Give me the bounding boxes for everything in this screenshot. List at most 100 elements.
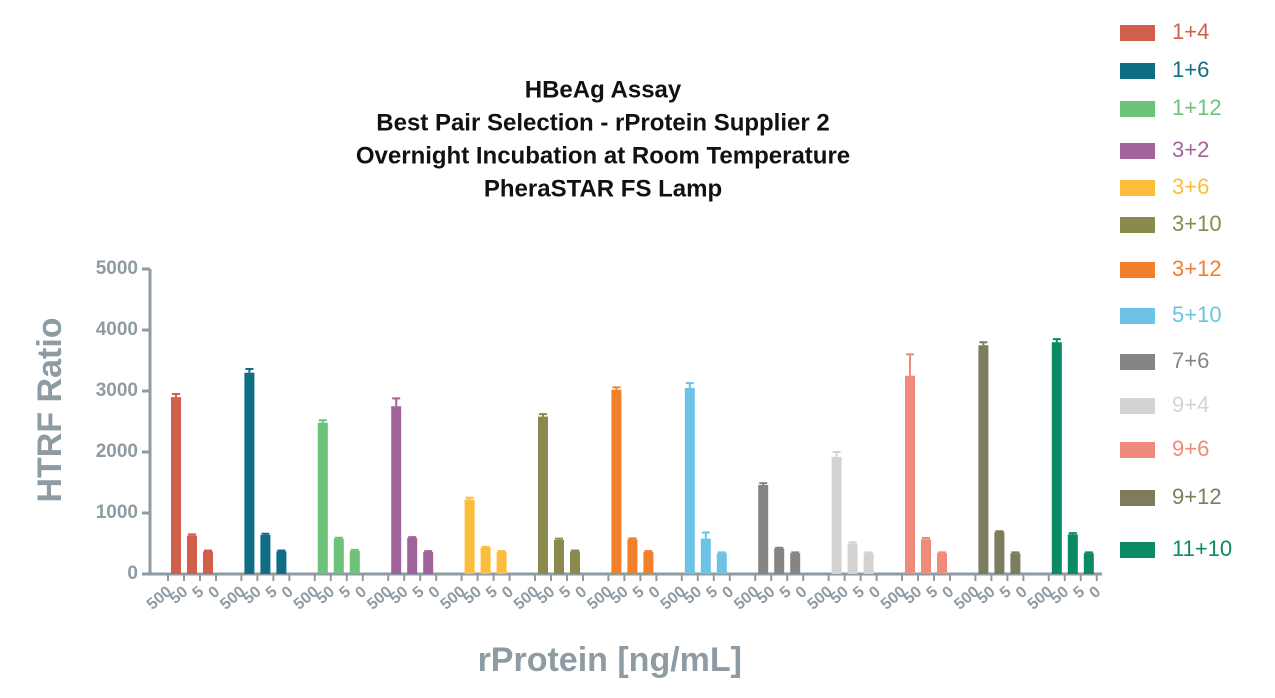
error-bar xyxy=(465,496,474,500)
error-bar xyxy=(995,530,1004,533)
y-tick-label: 5000 xyxy=(96,258,138,279)
bar xyxy=(464,499,475,574)
legend-label: 1+12 xyxy=(1172,95,1222,120)
legend-swatch xyxy=(1120,217,1155,233)
error-bar xyxy=(922,537,930,540)
bar xyxy=(496,552,507,574)
bar xyxy=(847,543,858,574)
error-bar xyxy=(775,546,784,549)
y-tick-label: 0 xyxy=(127,563,138,584)
legend-swatch xyxy=(1120,143,1155,159)
legend-label: 3+10 xyxy=(1172,211,1222,236)
x-tick-label: 50 xyxy=(1048,583,1073,608)
legend-label: 3+6 xyxy=(1172,174,1209,199)
legend-swatch xyxy=(1120,542,1155,558)
bar xyxy=(994,531,1005,574)
x-tick-label: 5 xyxy=(703,583,721,602)
bar xyxy=(774,548,785,574)
bar xyxy=(937,553,947,574)
bar xyxy=(831,456,842,574)
x-tick-label: 5 xyxy=(410,583,428,602)
x-tick-label: 5 xyxy=(263,583,281,602)
error-bar xyxy=(188,533,196,536)
bar xyxy=(790,553,801,574)
bar xyxy=(391,406,402,574)
error-bar xyxy=(628,537,637,540)
bar xyxy=(684,387,695,574)
error-bar xyxy=(571,549,579,552)
chart-title: HBeAg Assay xyxy=(525,76,682,103)
bar xyxy=(700,538,711,574)
error-bar xyxy=(906,353,914,376)
x-tick-label: 50 xyxy=(387,583,412,608)
legend-swatch xyxy=(1120,442,1155,458)
x-tick-label: 50 xyxy=(681,583,706,608)
error-bar xyxy=(685,382,694,388)
bar xyxy=(978,345,989,574)
bar xyxy=(570,551,580,574)
error-bar xyxy=(204,549,212,552)
x-tick-label: 50 xyxy=(167,583,192,608)
bar xyxy=(643,552,654,574)
bar xyxy=(260,534,271,574)
bar xyxy=(187,535,197,574)
bar xyxy=(480,547,491,574)
error-bar xyxy=(1052,338,1061,343)
bar xyxy=(863,553,874,574)
bar xyxy=(317,422,328,574)
x-tick-label: 50 xyxy=(534,583,559,608)
x-tick-label: 50 xyxy=(460,583,485,608)
bar xyxy=(554,539,564,574)
bar xyxy=(171,397,181,574)
error-bar xyxy=(408,536,417,539)
bar xyxy=(716,553,727,574)
x-tick-label: 5 xyxy=(1070,583,1088,602)
error-bar xyxy=(938,551,946,554)
legend-label: 9+6 xyxy=(1172,436,1209,461)
error-bar xyxy=(701,531,710,539)
error-bar xyxy=(245,368,254,373)
legend-swatch xyxy=(1120,25,1155,41)
error-bar xyxy=(334,536,343,539)
y-tick-label: 4000 xyxy=(96,319,138,340)
bar xyxy=(905,375,915,574)
x-tick-label: 5 xyxy=(483,583,501,602)
error-bar xyxy=(1068,532,1077,535)
error-bar xyxy=(318,419,327,423)
legend-swatch xyxy=(1120,308,1155,324)
chart-title: Best Pair Selection - rProtein Supplier … xyxy=(376,109,829,136)
x-tick-label: 50 xyxy=(974,583,999,608)
bar xyxy=(611,389,622,574)
y-tick-label: 3000 xyxy=(96,380,138,401)
bar xyxy=(1083,553,1094,574)
bar xyxy=(407,538,418,574)
bar xyxy=(423,552,434,574)
error-bar xyxy=(979,341,988,346)
legend-swatch xyxy=(1120,180,1155,196)
legend-label: 1+6 xyxy=(1172,57,1209,82)
x-tick-label: 50 xyxy=(314,583,339,608)
error-bar xyxy=(172,393,180,398)
error-bar xyxy=(832,451,841,457)
error-bar xyxy=(350,548,359,551)
error-bar xyxy=(644,550,653,553)
bar xyxy=(349,550,360,574)
legend-label: 9+12 xyxy=(1172,484,1222,509)
y-axis-label: HTRF Ratio xyxy=(31,317,69,502)
legend-swatch xyxy=(1120,398,1155,414)
x-tick-label: 0 xyxy=(1086,583,1104,602)
error-bar xyxy=(555,537,563,540)
error-bar xyxy=(277,549,286,552)
error-bar xyxy=(848,541,857,544)
error-bar xyxy=(424,550,433,553)
error-bar xyxy=(481,545,490,548)
legend-swatch xyxy=(1120,354,1155,370)
bar xyxy=(1067,534,1078,574)
chart-title: PheraSTAR FS Lamp xyxy=(484,175,722,202)
bar xyxy=(276,551,287,574)
legend-swatch xyxy=(1120,262,1155,278)
x-tick-label: 5 xyxy=(336,583,354,602)
y-tick-label: 2000 xyxy=(96,441,138,462)
x-tick-label: 5 xyxy=(850,583,868,602)
